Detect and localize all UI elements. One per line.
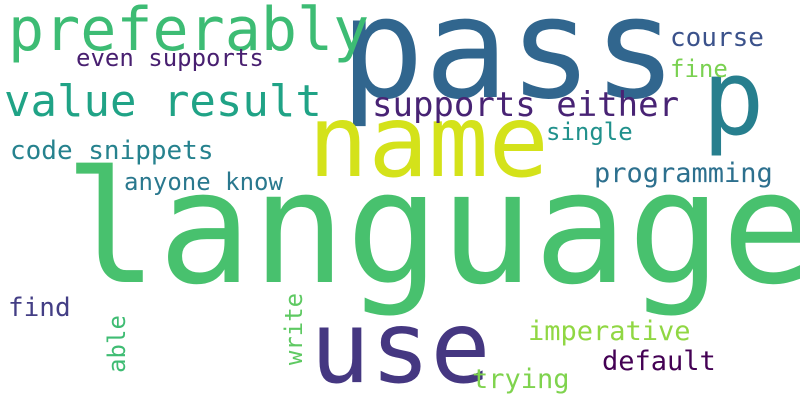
- word-trying: trying: [472, 364, 570, 395]
- word-imperative: imperative: [528, 316, 691, 347]
- word-course: course: [670, 23, 764, 53]
- word-single: single: [546, 118, 633, 146]
- word-even-supports: even supports: [76, 44, 264, 72]
- word-name: name: [308, 83, 549, 200]
- word-able: able: [102, 315, 131, 373]
- word-value-result: value result: [4, 76, 322, 127]
- word-anyone-know: anyone know: [124, 168, 283, 196]
- word-p: p: [702, 37, 765, 159]
- word-programming: programming: [594, 158, 773, 189]
- word-code-snippets: code snippets: [10, 136, 214, 166]
- word-preferably: preferably: [8, 0, 370, 65]
- word-use: use: [310, 289, 491, 400]
- word-write: write: [280, 292, 309, 366]
- word-find: find: [8, 293, 71, 323]
- word-pass: pass: [340, 0, 678, 131]
- word-fine: fine: [670, 55, 728, 83]
- word-default: default: [602, 346, 716, 377]
- word-language: language: [64, 137, 800, 319]
- word-supports-either: supports either: [372, 85, 680, 125]
